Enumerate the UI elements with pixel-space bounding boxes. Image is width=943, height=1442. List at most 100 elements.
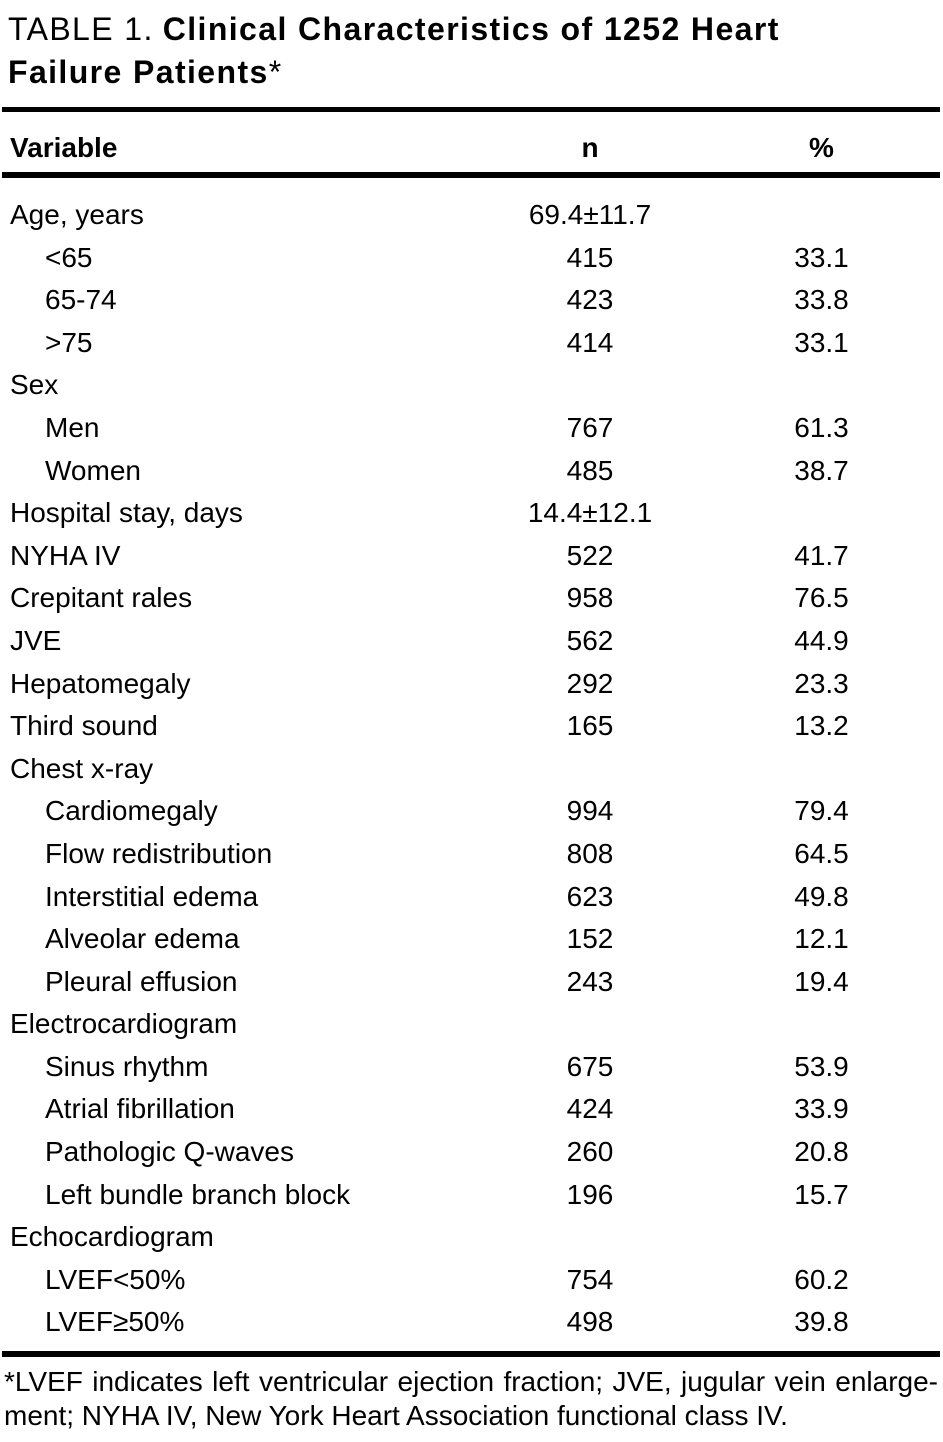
row-n-value: 292 <box>566 667 614 699</box>
row-n-value: 958 <box>566 582 614 614</box>
row-n-value: 485 <box>566 454 614 486</box>
row-percent-value: 61.3 <box>794 411 849 443</box>
row-label: Hepatomegaly <box>10 667 191 699</box>
table-row: Hepatomegaly 292 23.3 <box>0 663 943 706</box>
table-row: Women 485 38.7 <box>0 450 943 493</box>
table-title-footnote-marker: * <box>268 54 283 90</box>
row-label: Interstitial edema <box>45 880 259 912</box>
row-n-value: 424 <box>566 1093 614 1125</box>
row-label: Pleural effusion <box>45 965 238 997</box>
row-n-value: 808 <box>566 837 614 869</box>
row-label: LVEF≥50% <box>45 1306 185 1338</box>
table-header-row: Variable n % <box>0 112 943 172</box>
table-row: Sinus rhythm 675 53.9 <box>0 1046 943 1089</box>
table-row: Cardiomegaly 994 79.4 <box>0 790 943 833</box>
row-n-value: 423 <box>566 284 614 316</box>
footnote-line-1: *LVEF indicates left ventricular ejectio… <box>4 1366 938 1398</box>
row-label: Cardiomegaly <box>45 795 218 827</box>
row-n-value: 243 <box>566 965 614 997</box>
row-label: Chest x-ray <box>10 752 154 784</box>
column-header-percent: % <box>809 132 834 163</box>
row-n-value: 562 <box>566 624 614 656</box>
row-label: Flow redistribution <box>45 837 273 869</box>
row-label: JVE <box>10 624 62 656</box>
row-label: Crepitant rales <box>10 582 193 614</box>
row-n-value <box>480 1003 700 1046</box>
table-row: Electrocardiogram <box>0 1003 943 1046</box>
column-header-variable: Variable <box>10 132 118 163</box>
table-row: LVEF≥50% 498 39.8 <box>0 1301 943 1344</box>
row-n-value: 415 <box>566 241 614 273</box>
row-label: Sex <box>10 369 59 401</box>
row-label: LVEF<50% <box>45 1263 186 1295</box>
row-n-value: 260 <box>566 1136 614 1168</box>
row-percent-value: 33.8 <box>794 284 849 316</box>
table-row: Men 767 61.3 <box>0 407 943 450</box>
row-label: Age, years <box>10 199 144 230</box>
row-n-value: 767 <box>566 411 614 443</box>
row-n-value <box>480 364 700 407</box>
table-row: <65 415 33.1 <box>0 237 943 280</box>
footnote-line-2: ment; NYHA IV, New York Heart Associatio… <box>4 1400 788 1432</box>
table-footnote: *LVEF indicates left ventricular ejectio… <box>0 1365 938 1433</box>
table-row: 65-74 423 33.8 <box>0 279 943 322</box>
table-row: Left bundle branch block 196 15.7 <box>0 1174 943 1217</box>
row-n-value: 994 <box>566 795 614 827</box>
table-row: NYHA IV 522 41.7 <box>0 535 943 578</box>
row-percent-value: 20.8 <box>794 1136 849 1168</box>
row-percent-value: 76.5 <box>794 582 849 614</box>
table-row: Interstitial edema 623 49.8 <box>0 876 943 919</box>
table-row: Echocardiogram <box>0 1216 943 1259</box>
table-row: Pleural effusion 243 19.4 <box>0 961 943 1004</box>
table-row: Age, years 69.4±11.7 <box>0 194 943 237</box>
row-label: Electrocardiogram <box>10 1008 238 1040</box>
row-label: Left bundle branch block <box>45 1178 351 1210</box>
table-row: Crepitant rales 958 76.5 <box>0 577 943 620</box>
table-row: Chest x-ray <box>0 748 943 791</box>
row-label: 65-74 <box>45 284 117 316</box>
column-header-n: n <box>581 132 599 163</box>
row-n-value <box>480 748 700 791</box>
row-percent-value: 41.7 <box>794 539 849 571</box>
row-percent-value <box>700 492 943 535</box>
table-row: LVEF<50% 754 60.2 <box>0 1259 943 1302</box>
row-percent-value: 13.2 <box>794 710 849 742</box>
row-percent-value: 33.1 <box>794 241 849 273</box>
row-label: Pathologic Q-waves <box>45 1136 295 1168</box>
row-label: Atrial fibrillation <box>45 1093 235 1125</box>
row-percent-value: 49.8 <box>794 880 849 912</box>
row-percent-value: 53.9 <box>794 1050 849 1082</box>
row-label: Hospital stay, days <box>10 497 243 529</box>
table-body: Age, years 69.4±11.7 <65 415 33.1 65-74 423 33.… <box>0 178 943 1351</box>
row-n-value: 196 <box>566 1178 614 1210</box>
row-percent-value: 33.9 <box>794 1093 849 1125</box>
row-percent-value <box>700 1216 943 1259</box>
row-label: <65 <box>45 241 93 273</box>
table-row: Sex <box>0 364 943 407</box>
row-percent-value: 23.3 <box>794 667 849 699</box>
row-n-value: 14.4±12.1 <box>527 497 653 529</box>
row-n-value: 152 <box>566 923 614 955</box>
table-row: Alveolar edema 152 12.1 <box>0 918 943 961</box>
row-percent-value: 60.2 <box>794 1263 849 1295</box>
row-label: Women <box>45 454 141 486</box>
table-row: Hospital stay, days 14.4±12.1 <box>0 492 943 535</box>
table-row: Third sound 165 13.2 <box>0 705 943 748</box>
table-row: JVE 562 44.9 <box>0 620 943 663</box>
row-percent-value: 79.4 <box>794 795 849 827</box>
row-percent-value <box>700 364 943 407</box>
row-label: >75 <box>45 326 93 358</box>
row-n-value: 754 <box>566 1263 614 1295</box>
table-title-prefix: TABLE 1. <box>8 11 154 47</box>
row-percent-value: 33.1 <box>794 326 849 358</box>
row-percent-value <box>700 748 943 791</box>
row-n-value: 69.4±11.7 <box>528 199 652 230</box>
table-row: Atrial fibrillation 424 33.9 <box>0 1088 943 1131</box>
row-percent-value: 15.7 <box>794 1178 849 1210</box>
row-label: NYHA IV <box>10 539 121 571</box>
row-label: Sinus rhythm <box>45 1050 209 1082</box>
table-row: Pathologic Q-waves 260 20.8 <box>0 1131 943 1174</box>
row-n-value: 165 <box>566 710 614 742</box>
row-n-value: 675 <box>566 1050 614 1082</box>
